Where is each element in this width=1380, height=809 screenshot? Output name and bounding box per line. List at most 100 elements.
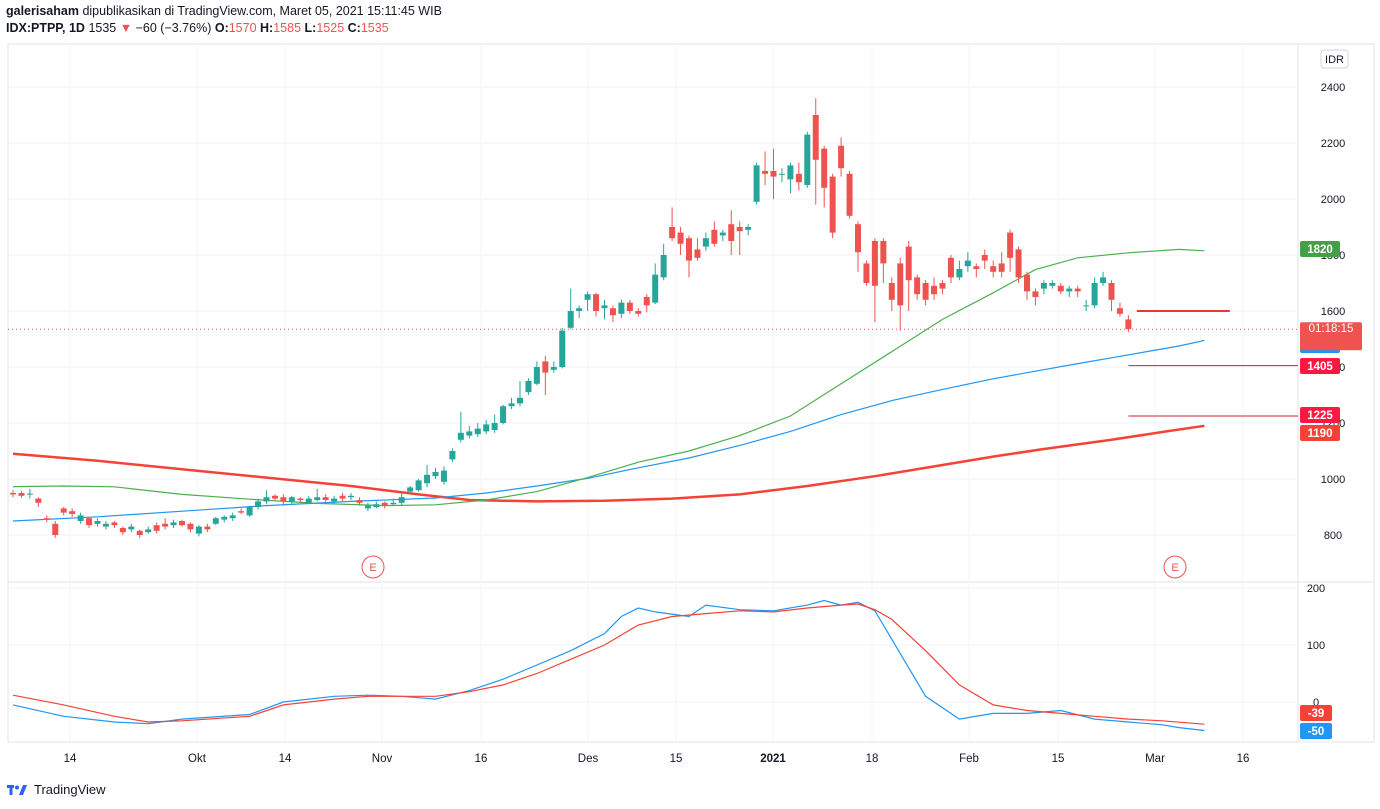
candle-body	[525, 381, 532, 393]
candle-body	[1091, 283, 1098, 306]
price-tick-label: 2200	[1321, 138, 1345, 150]
candle-body	[491, 423, 498, 430]
candle-body	[432, 472, 439, 477]
candle-body	[694, 249, 701, 258]
candle-body	[804, 134, 811, 185]
candle-body	[609, 308, 616, 316]
candle-body	[880, 241, 887, 264]
candle-body	[238, 511, 245, 513]
candle-body	[229, 515, 236, 519]
candle-body	[533, 367, 540, 384]
candle-body	[956, 269, 963, 278]
candle-body	[102, 523, 109, 527]
candle-body	[778, 173, 785, 175]
candle-body	[288, 497, 295, 502]
candle-body	[855, 224, 861, 253]
candle-body	[736, 227, 743, 232]
candle-body	[635, 311, 642, 314]
candle-body	[381, 502, 388, 506]
time-tick-label: 14	[64, 753, 77, 765]
candle-body	[136, 530, 143, 535]
candle-body	[517, 397, 523, 404]
candle-body	[964, 260, 971, 267]
high-value: 1585	[273, 21, 302, 35]
time-tick-label: 15	[670, 753, 683, 765]
candle-body	[440, 470, 447, 482]
candle-body	[829, 176, 836, 233]
macd-tag	[1300, 723, 1332, 739]
time-tick-label: 15	[1052, 753, 1065, 765]
signal-line	[12, 603, 1205, 725]
candle-body	[94, 521, 101, 524]
candle-body	[221, 516, 228, 520]
time-tick-label: 18	[866, 753, 879, 765]
plot-frame	[7, 43, 1375, 743]
last-price-tag	[1300, 322, 1362, 351]
time-tick-label: 16	[475, 753, 488, 765]
ma-blue-line	[12, 339, 1205, 522]
close-label: C:	[347, 21, 361, 35]
header-line-ohlc: IDX:PTPP, 1D 1535 ▼ −60 (−3.76%) O:1570 …	[6, 21, 389, 35]
footer-brand[interactable]: TradingView	[6, 782, 106, 797]
candle-body	[153, 525, 160, 531]
macd-line	[12, 599, 1205, 732]
candle-body	[1015, 249, 1022, 278]
candle-body	[500, 406, 507, 423]
candle-body	[43, 518, 50, 520]
signal-tag-label: -39	[1308, 708, 1325, 720]
ma-green-line	[12, 248, 1205, 507]
candle-body	[686, 238, 692, 261]
high-label: H:	[260, 21, 274, 35]
candle-body	[145, 529, 152, 533]
candle-body	[246, 507, 253, 516]
author-name[interactable]: galerisaham	[6, 4, 79, 18]
candle-body	[550, 367, 557, 370]
candle-body	[119, 528, 126, 533]
candle-body	[415, 480, 422, 491]
ma-red-tag	[1300, 425, 1340, 441]
open-label: O:	[214, 21, 229, 35]
candle-body	[1125, 319, 1132, 330]
candle-body	[280, 497, 287, 502]
candle-body	[356, 500, 363, 503]
candle-body	[35, 498, 42, 503]
candle-body	[584, 294, 591, 300]
candle-body	[212, 518, 219, 524]
candle-body	[457, 432, 464, 440]
candle-body	[263, 497, 270, 502]
candle-body	[474, 428, 481, 435]
candle-body	[339, 495, 346, 499]
candle-body	[1032, 291, 1039, 297]
time-tick-label: Nov	[372, 753, 393, 765]
candle-body	[86, 518, 93, 526]
candle-body	[593, 294, 600, 311]
candle-body	[643, 297, 650, 306]
candle-body	[407, 487, 414, 492]
candle-body	[990, 266, 997, 272]
ma-red-tag-label: 1190	[1308, 428, 1333, 440]
candle-body	[1024, 274, 1030, 292]
candle-body	[626, 302, 633, 311]
candle-body	[271, 495, 278, 499]
ma-red-line	[12, 424, 1205, 503]
candle-body	[128, 526, 135, 530]
candle-body	[931, 285, 938, 295]
candle-body	[947, 257, 954, 278]
earnings-marker	[361, 555, 385, 579]
candle-body	[1083, 305, 1090, 307]
candle-body	[914, 277, 921, 295]
candle-body	[483, 424, 490, 432]
candle-body	[170, 522, 177, 526]
candle-body	[677, 232, 684, 244]
candle-body	[753, 165, 760, 202]
candle-body	[204, 526, 211, 530]
candle-body	[195, 526, 202, 534]
candle-body	[1049, 283, 1056, 286]
level-tag-label: 1405	[1307, 361, 1333, 373]
candle-body	[1100, 277, 1107, 283]
time-tick-label: 16	[1237, 753, 1250, 765]
candle-body	[728, 224, 735, 241]
candle-body	[762, 171, 769, 174]
candle-body	[795, 173, 802, 183]
